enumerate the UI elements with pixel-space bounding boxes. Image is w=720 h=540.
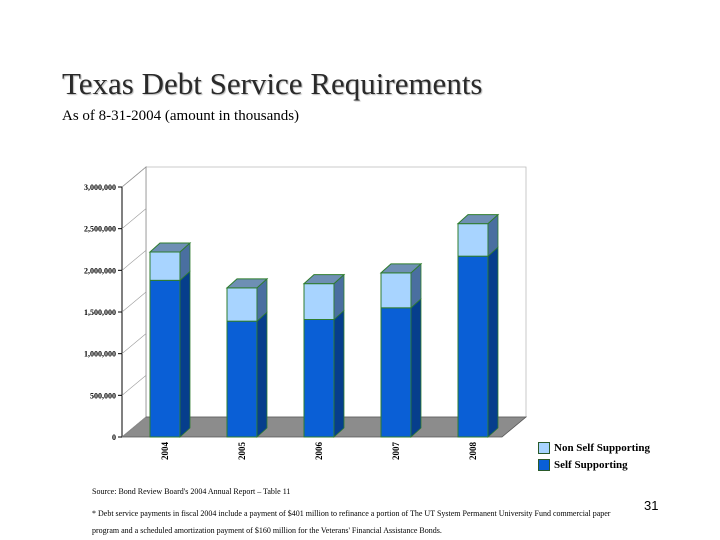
bar-self-supporting-side: [410, 297, 422, 438]
bar-self-supporting-side: [333, 309, 345, 438]
bar-self-supporting-side: [487, 246, 499, 438]
bar-non-self-supporting: [149, 251, 181, 281]
x-category-label: 2008: [468, 442, 478, 461]
slide-title: Texas Debt Service Requirements: [62, 66, 483, 101]
x-category-label: 2007: [391, 442, 401, 461]
bar-top: [302, 274, 346, 285]
bar-self-supporting-side: [179, 270, 191, 438]
bar-top: [379, 263, 423, 274]
y-tick-wall-line: [121, 416, 147, 438]
y-tick-label: 1,000,000: [84, 350, 116, 359]
page-number: 31: [644, 498, 659, 513]
y-tick-label: 500,000: [90, 391, 116, 400]
bar-self-supporting-side: [256, 311, 268, 438]
footnote: * Debt service payments in fiscal 2004 i…: [92, 509, 611, 535]
y-tick-label: 1,500,000: [84, 308, 116, 317]
y-tick-label: 3,000,000: [84, 183, 116, 192]
x-category-label: 2005: [237, 442, 247, 461]
bar-self-supporting: [303, 319, 335, 438]
bar-self-supporting: [457, 255, 489, 438]
bar-non-self-supporting: [303, 283, 335, 320]
x-category-label: 2004: [160, 442, 170, 461]
bar-top: [148, 242, 192, 253]
source-note: Source: Bond Review Board's 2004 Annual …: [92, 487, 291, 496]
legend-swatch-non-self-supporting: [538, 441, 550, 454]
bar-non-self-supporting: [457, 223, 489, 257]
y-tick-wall-line: [121, 375, 147, 396]
slide-subtitle: As of 8-31-2004 (amount in thousands): [62, 108, 300, 124]
y-tick-wall-line: [121, 250, 147, 271]
bar-non-self-supporting: [380, 272, 412, 309]
y-tick-wall-line: [121, 166, 147, 188]
legend-label-non-self-supporting: Non Self Supporting: [554, 441, 650, 454]
legend-item-non-self-supporting: Non Self Supporting: [538, 439, 650, 456]
bar-self-supporting: [149, 279, 181, 438]
y-tick-label: 0: [112, 433, 116, 442]
y-tick-wall-line: [121, 333, 147, 354]
bar-top: [225, 278, 269, 289]
y-tick-wall-line: [121, 208, 147, 229]
bar-top: [456, 214, 500, 225]
bar-self-supporting: [226, 320, 258, 438]
x-category-label: 2006: [314, 442, 324, 461]
bar-non-self-supporting: [226, 287, 258, 322]
legend-swatch-self-supporting: [538, 458, 550, 471]
legend-label-self-supporting: Self Supporting: [554, 458, 628, 471]
legend-item-self-supporting: Self Supporting: [538, 456, 650, 473]
y-tick-wall-line: [121, 291, 147, 313]
chart-legend: Non Self Supporting Self Supporting: [538, 439, 650, 473]
bar-self-supporting: [380, 307, 412, 438]
y-tick-label: 2,000,000: [84, 266, 116, 275]
y-tick-label: 2,500,000: [84, 225, 116, 234]
